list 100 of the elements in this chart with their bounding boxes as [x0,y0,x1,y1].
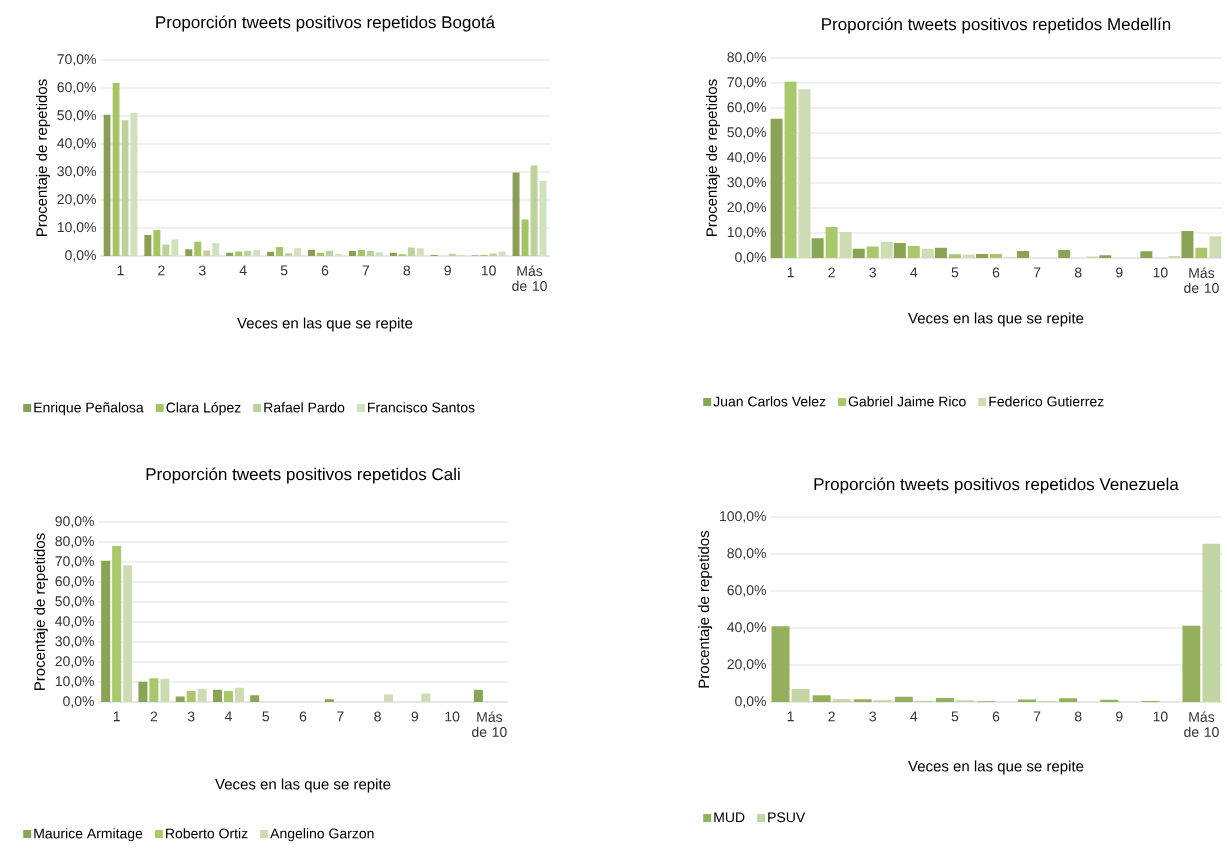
bar [1018,699,1037,702]
x-tick-label: 4 [224,711,232,722]
legend-label: Angelino Garzon [270,828,374,842]
bar [223,691,233,702]
y-tick-label: 0,0% [63,696,94,708]
bar [160,678,170,702]
y-tick-label: 0,0% [65,250,96,262]
y-tick-label: 70,0% [57,54,96,66]
bar [186,691,196,702]
bar [1059,698,1078,702]
bar [234,687,244,702]
y-tick-label: 50,0% [57,110,96,122]
bar [194,241,202,256]
bar [250,695,260,702]
x-tick-label: 1 [113,711,120,722]
bar [197,688,207,702]
bar [1099,255,1112,258]
bar [276,247,284,256]
y-tick-label: 40,0% [55,616,94,628]
bar [489,253,497,256]
x-tick-label: 2 [828,267,835,278]
y-tick-label: 100,0% [720,511,766,523]
x-axis-title: Veces en las que se repite [215,778,391,793]
y-tick-label: 80,0% [727,52,766,64]
bar [1017,251,1030,258]
x-tick-label: 10 [481,265,496,276]
x-axis-title: Veces en las que se repite [908,760,1084,775]
y-axis-title: Procentaje de repetidos [705,79,720,236]
bar [203,250,211,256]
y-tick-label: 0,0% [735,696,766,708]
y-tick-label: 70,0% [55,556,94,568]
bar [212,243,220,256]
y-tick-label: 60,0% [57,82,96,94]
bar [171,239,179,256]
x-tick-label: 8 [1074,711,1082,722]
bar [990,254,1002,258]
y-tick-label: 40,0% [57,138,96,150]
bar [935,698,954,702]
bar [1195,247,1208,258]
y-tick-label: 20,0% [727,202,766,214]
legend-label: Gabriel Jaime Rico [848,396,966,407]
bar [1202,543,1221,702]
y-tick-label: 80,0% [55,536,94,548]
bar [1100,699,1119,702]
legend-label: Maurice Armitage [34,828,143,842]
bar [267,251,275,256]
bar [498,251,506,256]
bar [880,241,893,258]
bar [101,560,111,702]
bar [866,246,879,258]
x-tick-label: 10 [445,711,460,722]
bar [416,248,424,256]
bar [852,248,865,258]
x-tick-label: 2 [828,711,835,722]
legend-label: Juan Carlos Velez [713,396,826,407]
bar [839,232,852,258]
x-tick-label: 8 [374,711,381,722]
bar [185,249,193,256]
bar [1058,250,1071,258]
bar [357,250,365,256]
x-tick-label: 2 [158,265,165,276]
x-tick-label: 7 [1033,267,1041,278]
bar [976,254,988,258]
bar [384,694,394,702]
bar [907,246,920,258]
legend-label: MUD [714,812,745,823]
legend-label: Roberto Ortiz [166,828,248,839]
y-tick-label: 50,0% [55,596,94,608]
bar [921,248,934,258]
y-tick-label: 0,0% [735,252,766,264]
legend-label: Enrique Peñalosa [34,402,144,416]
x-tick-label: 3 [869,267,877,278]
bar [138,681,148,702]
bar [407,247,415,256]
y-tick-label: 40,0% [727,622,766,634]
x-tick-label: 5 [280,265,288,276]
x-tick-label: 3 [869,711,877,722]
bar [962,254,975,258]
x-tick-label: 9 [1116,711,1123,722]
bar [285,253,293,256]
y-tick-label: 10,0% [57,222,96,234]
x-tick-label: 6 [299,711,307,722]
x-axis-title: Veces en las que se repite [237,317,413,332]
x-tick-label: 9 [444,265,451,276]
x-tick-label: Más de 10 [1184,267,1219,293]
legend-label: Clara López [166,402,241,416]
x-tick-label: 1 [117,265,124,276]
y-tick-label: 50,0% [727,127,766,139]
bar [853,699,872,702]
x-tick-label: 9 [1116,267,1123,278]
bar [1140,251,1153,258]
y-tick-label: 60,0% [727,585,766,597]
x-tick-label: 2 [150,711,158,722]
bar [308,249,315,256]
bar [244,250,252,256]
x-tick-label: 7 [337,711,344,722]
chart-title: Proporción tweets positivos repetidos Bogotá [156,15,496,32]
chart-title: Proporción tweets positivos repetidos Cali [146,467,460,484]
bar [294,248,302,256]
x-tick-label: 7 [1033,711,1041,722]
